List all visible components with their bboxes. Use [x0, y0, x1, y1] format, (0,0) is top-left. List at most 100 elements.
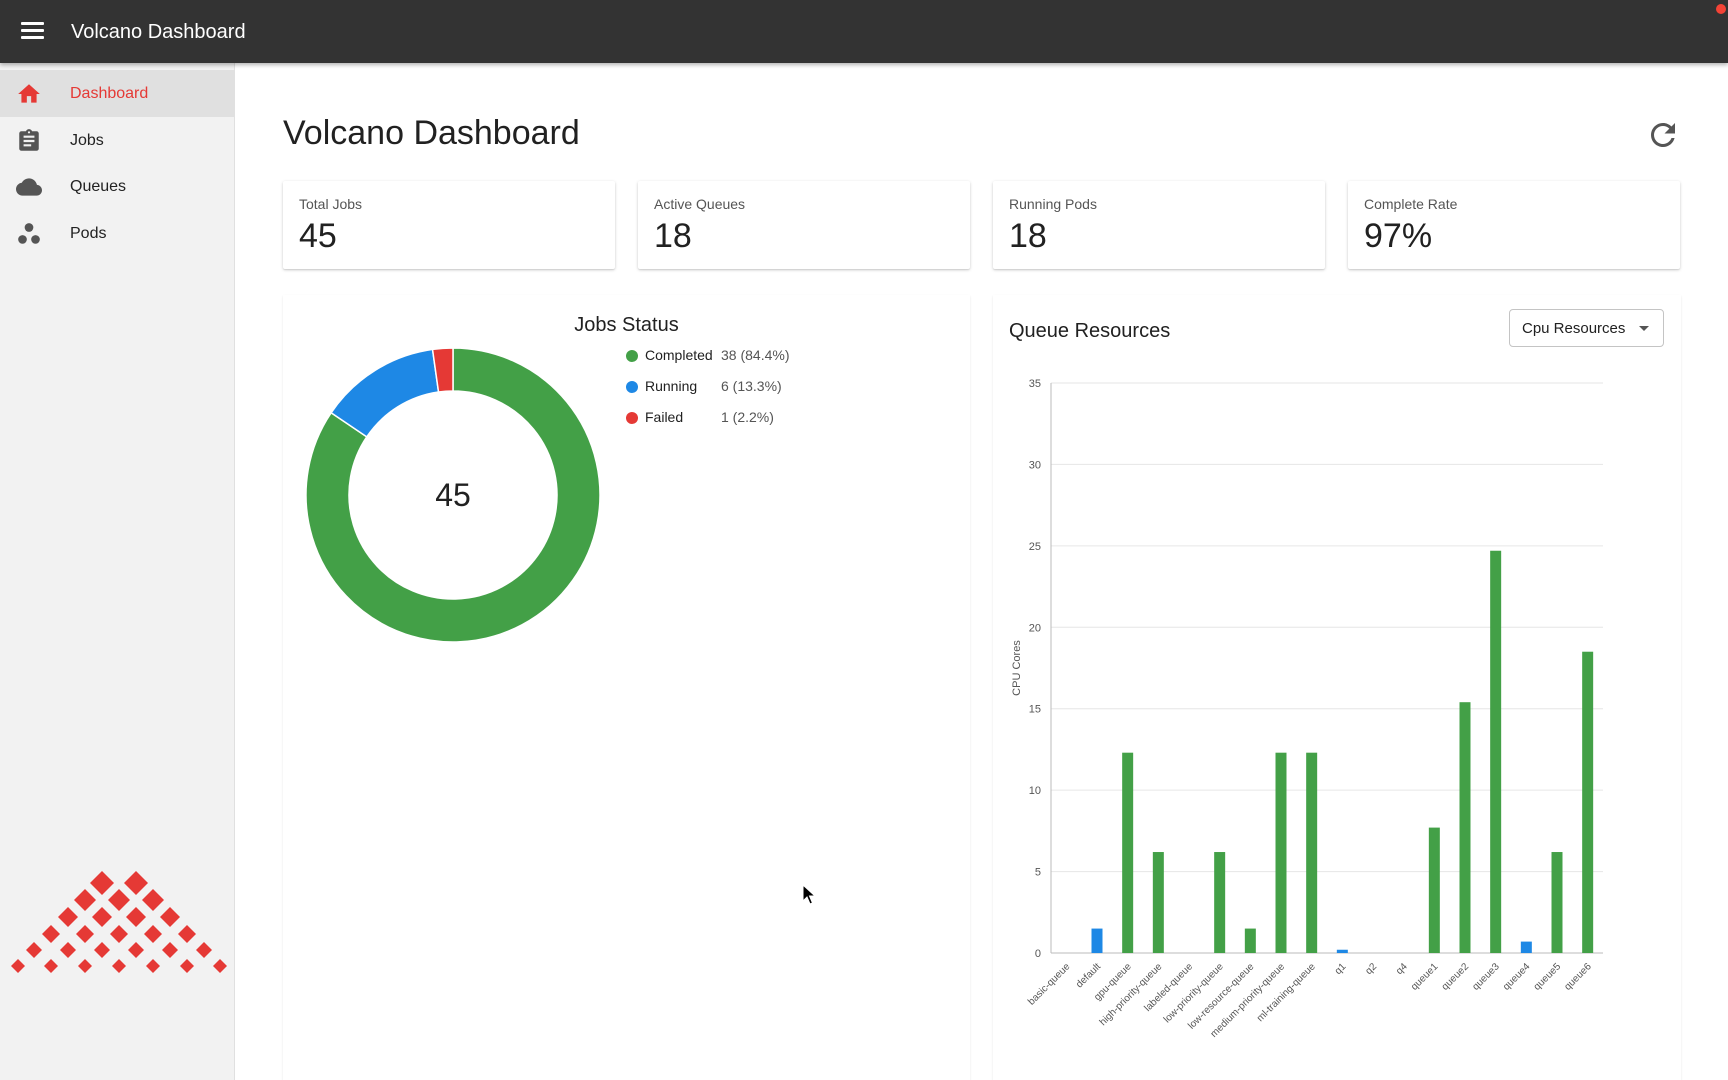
- logo-diamond: [58, 907, 78, 927]
- jobs-status-donut-chart: 45: [305, 347, 601, 643]
- logo-diamond: [126, 907, 146, 927]
- legend-value: 38 (84.4%): [721, 347, 790, 363]
- sidebar: Dashboard Jobs Queues Pods: [0, 63, 235, 1080]
- logo-diamond: [110, 925, 128, 943]
- x-tick-label: queue1: [1409, 961, 1441, 993]
- logo-diamond: [42, 925, 60, 943]
- volcano-logo-icon: [11, 871, 227, 973]
- logo-diamond: [60, 942, 76, 958]
- menu-icon[interactable]: [20, 20, 46, 42]
- logo-diamond: [146, 959, 160, 973]
- logo-diamond: [26, 942, 42, 958]
- stat-value: 18: [654, 217, 692, 255]
- jobs-status-title: Jobs Status: [574, 314, 679, 336]
- logo-diamond: [74, 889, 96, 911]
- sidebar-item-label: Dashboard: [70, 85, 149, 102]
- bar-gpu-queue[interactable]: [1122, 752, 1134, 953]
- logo-diamond: [44, 959, 58, 973]
- sidebar-item-jobs[interactable]: Jobs: [0, 117, 234, 164]
- bar-queue3[interactable]: [1490, 550, 1502, 953]
- x-tick-label: queue3: [1470, 961, 1502, 993]
- legend-name: Completed: [645, 347, 713, 363]
- notification-dot-icon: [1716, 4, 1726, 14]
- bar-queue4[interactable]: [1520, 941, 1532, 953]
- logo-diamond: [162, 942, 178, 958]
- sidebar-item-pods[interactable]: Pods: [0, 210, 234, 257]
- bar-low-priority-queue[interactable]: [1214, 852, 1226, 953]
- logo-diamond: [90, 871, 114, 895]
- bar-high-priority-queue[interactable]: [1152, 852, 1164, 953]
- y-tick-label: 25: [1029, 541, 1041, 553]
- stat-card-complete-rate: Complete Rate 97%: [1348, 181, 1680, 269]
- x-tick-label: queue2: [1440, 961, 1472, 993]
- bar-medium-priority-queue[interactable]: [1275, 752, 1287, 953]
- donut-slice-completed[interactable]: [305, 347, 601, 643]
- queue-resources-bar-chart: 0 5 10 15 20 25 30 35 CPU Cores basic-queue defaul…: [1011, 378, 1603, 1040]
- pods-icon: [18, 223, 40, 244]
- legend-name: Running: [645, 378, 698, 394]
- y-tick-label: 5: [1035, 867, 1041, 879]
- donut-slice-failed[interactable]: [431, 347, 454, 393]
- logo-diamond: [124, 871, 148, 895]
- app-title: Volcano Dashboard: [71, 21, 246, 43]
- logo-diamond: [160, 907, 180, 927]
- logo-diamond: [112, 959, 126, 973]
- sidebar-item-queues[interactable]: Queues: [0, 163, 234, 210]
- legend-dot-icon: [626, 412, 638, 424]
- logo-diamond: [76, 925, 94, 943]
- stat-value: 97%: [1364, 217, 1433, 255]
- queue-resources-title: Queue Resources: [1009, 320, 1171, 342]
- clipboard-icon: [19, 129, 39, 151]
- x-tick-label: queue6: [1562, 961, 1594, 993]
- logo-diamond: [142, 889, 164, 911]
- donut-slice-running[interactable]: [330, 348, 440, 438]
- logo-diamond: [144, 925, 162, 943]
- cloud-icon: [16, 178, 42, 196]
- logo-diamond: [92, 907, 112, 927]
- refresh-icon[interactable]: [1645, 117, 1681, 153]
- bar-queue6[interactable]: [1582, 651, 1594, 953]
- bar-low-resource-queue[interactable]: [1244, 928, 1256, 953]
- legend-item-completed[interactable]: Completed 38 (84.4%): [626, 345, 826, 376]
- stat-card-active-queues: Active Queues 18: [638, 181, 970, 269]
- x-tick-label: basic-queue: [1026, 961, 1073, 1008]
- stat-card-total-jobs: Total Jobs 45: [283, 181, 615, 269]
- bar-queue2[interactable]: [1459, 702, 1471, 953]
- sidebar-item-label: Queues: [70, 178, 127, 195]
- donut-center-total: 45: [435, 477, 471, 513]
- bar-default[interactable]: [1091, 928, 1103, 953]
- jobs-status-panel: Jobs Status 45 Completed 38 (84.4%) Runn…: [283, 295, 970, 1080]
- legend-item-running[interactable]: Running 6 (13.3%): [626, 376, 826, 407]
- x-tick-label: q4: [1394, 961, 1410, 977]
- home-icon: [18, 84, 40, 103]
- resource-type-select[interactable]: Cpu Resources: [1509, 309, 1664, 347]
- queue-resources-panel: Queue Resources Cpu Resources 0 5 10 15 20 25…: [993, 295, 1681, 1080]
- bar-q1[interactable]: [1336, 949, 1348, 953]
- logo-diamond: [128, 942, 144, 958]
- logo-diamond: [178, 925, 196, 943]
- x-tick-label: q2: [1363, 961, 1379, 977]
- legend-name: Failed: [645, 409, 684, 425]
- app-bar: Volcano Dashboard: [0, 0, 1728, 63]
- bar-queue5[interactable]: [1551, 852, 1563, 953]
- y-tick-label: 35: [1029, 378, 1041, 390]
- stat-value: 18: [1009, 217, 1047, 255]
- logo-diamond: [108, 889, 130, 911]
- stat-label: Total Jobs: [299, 196, 363, 212]
- bar-ml-training-queue[interactable]: [1306, 752, 1318, 953]
- legend-dot-icon: [626, 350, 638, 362]
- x-tick-label: queue4: [1501, 961, 1533, 993]
- sidebar-item-dashboard[interactable]: Dashboard: [0, 70, 234, 117]
- y-tick-label: 10: [1029, 785, 1041, 797]
- resource-type-select-value: Cpu Resources: [1522, 320, 1626, 337]
- mouse-cursor-icon: [802, 884, 816, 905]
- x-tick-label: default: [1074, 961, 1103, 990]
- y-tick-label: 20: [1029, 622, 1041, 634]
- legend-item-failed[interactable]: Failed 1 (2.2%): [626, 407, 826, 438]
- y-tick-label: 0: [1035, 948, 1041, 960]
- x-tick-label: ml-training-queue: [1255, 961, 1318, 1024]
- logo-diamond: [180, 959, 194, 973]
- bar-queue1[interactable]: [1428, 827, 1440, 953]
- stat-card-running-pods: Running Pods 18: [993, 181, 1325, 269]
- caret-down-icon: [1639, 326, 1649, 331]
